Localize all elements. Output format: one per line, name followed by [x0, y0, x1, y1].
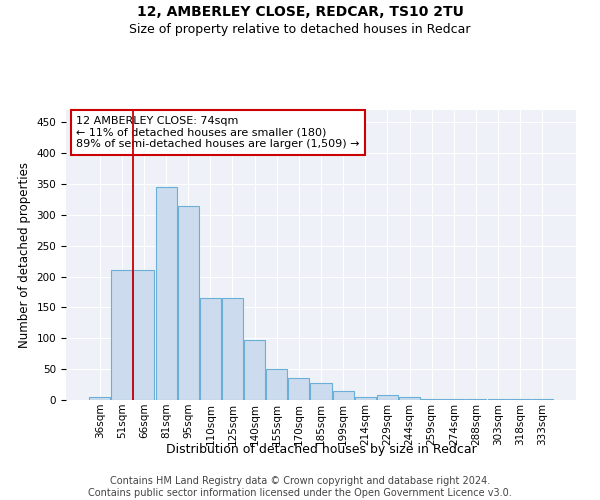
Bar	[200, 298, 221, 400]
Text: Size of property relative to detached houses in Redcar: Size of property relative to detached ho…	[129, 22, 471, 36]
Text: 12, AMBERLEY CLOSE, REDCAR, TS10 2TU: 12, AMBERLEY CLOSE, REDCAR, TS10 2TU	[137, 5, 463, 19]
Bar	[310, 382, 332, 400]
Bar	[266, 369, 287, 400]
Bar	[421, 399, 442, 400]
Bar	[89, 397, 110, 400]
Bar	[332, 390, 353, 400]
Bar	[178, 206, 199, 400]
Text: Contains HM Land Registry data © Crown copyright and database right 2024.
Contai: Contains HM Land Registry data © Crown c…	[88, 476, 512, 498]
Text: Distribution of detached houses by size in Redcar: Distribution of detached houses by size …	[166, 442, 476, 456]
Bar	[532, 399, 553, 400]
Bar	[112, 270, 133, 400]
Bar	[289, 378, 310, 400]
Bar	[443, 399, 464, 400]
Bar	[355, 397, 376, 400]
Text: 12 AMBERLEY CLOSE: 74sqm
← 11% of detached houses are smaller (180)
89% of semi-: 12 AMBERLEY CLOSE: 74sqm ← 11% of detach…	[76, 116, 360, 149]
Bar	[222, 298, 243, 400]
Bar	[466, 399, 487, 400]
Bar	[509, 399, 530, 400]
Bar	[488, 399, 509, 400]
Bar	[377, 395, 398, 400]
Bar	[244, 340, 265, 400]
Bar	[155, 187, 176, 400]
Bar	[399, 397, 420, 400]
Bar	[133, 270, 154, 400]
Y-axis label: Number of detached properties: Number of detached properties	[18, 162, 31, 348]
